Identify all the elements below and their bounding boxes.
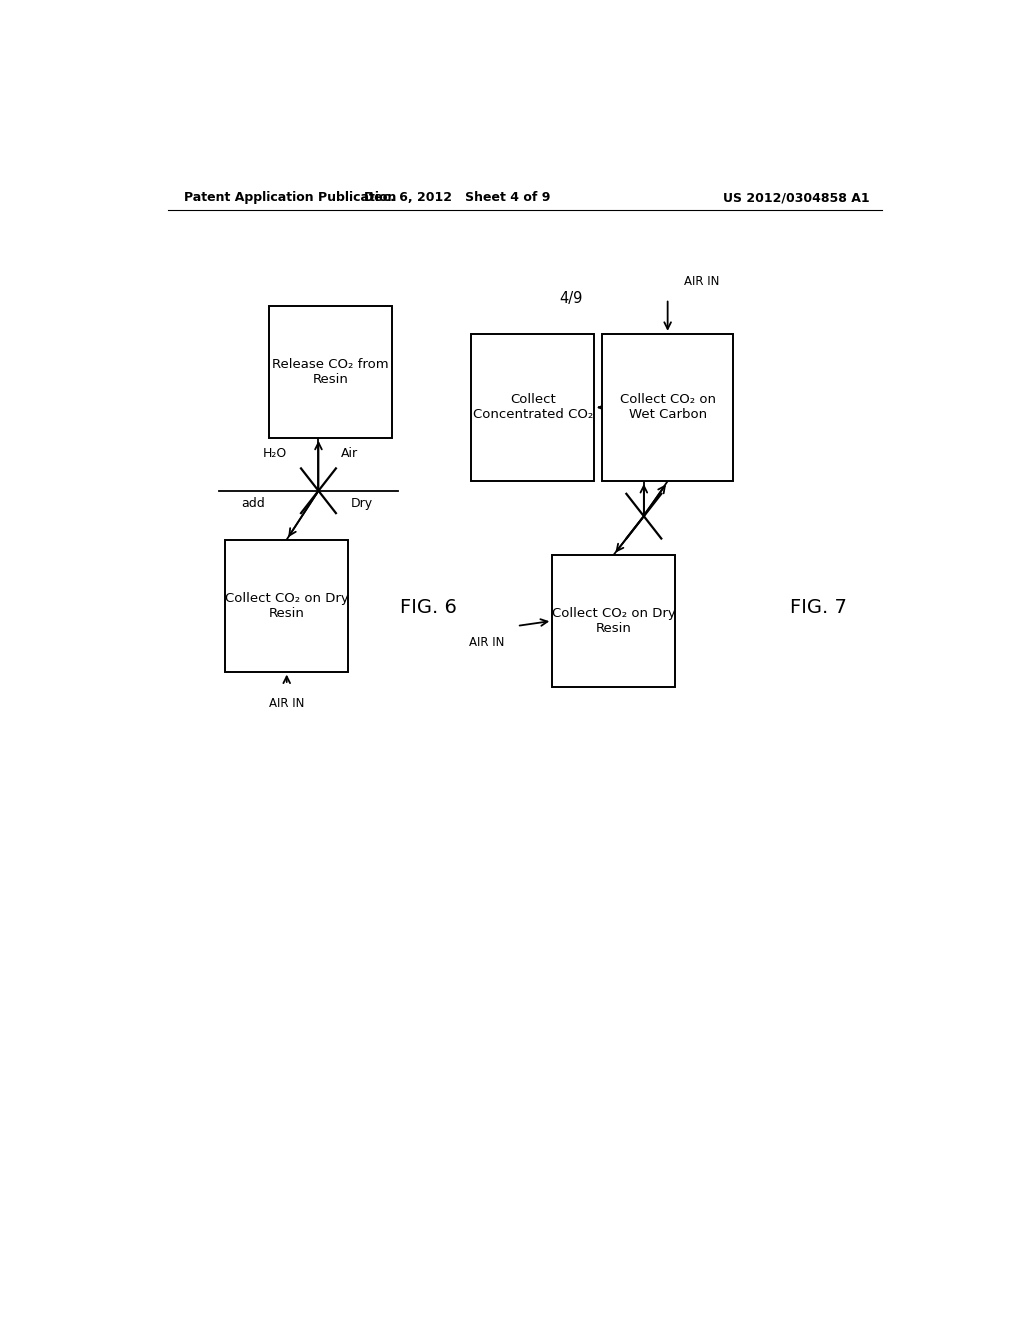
Text: Collect CO₂ on
Wet Carbon: Collect CO₂ on Wet Carbon — [620, 393, 716, 421]
Text: FIG. 7: FIG. 7 — [790, 598, 847, 618]
Text: FIG. 6: FIG. 6 — [399, 598, 457, 618]
Text: Collect CO₂ on Dry
Resin: Collect CO₂ on Dry Resin — [552, 607, 676, 635]
Text: Air: Air — [341, 446, 357, 459]
Bar — [225, 540, 348, 672]
Text: AIR IN: AIR IN — [269, 697, 304, 710]
Bar — [602, 334, 733, 480]
Text: US 2012/0304858 A1: US 2012/0304858 A1 — [723, 191, 870, 205]
Text: Release CO₂ from
Resin: Release CO₂ from Resin — [272, 358, 389, 385]
Text: Dry: Dry — [351, 498, 373, 511]
Text: H₂O: H₂O — [262, 446, 287, 459]
Text: add: add — [242, 498, 265, 511]
Text: Dec. 6, 2012   Sheet 4 of 9: Dec. 6, 2012 Sheet 4 of 9 — [365, 191, 551, 205]
Text: Collect CO₂ on Dry
Resin: Collect CO₂ on Dry Resin — [225, 591, 348, 619]
Bar — [269, 306, 392, 438]
Text: 4/9: 4/9 — [559, 292, 583, 306]
Bar — [471, 334, 594, 480]
Text: Collect
Concentrated CO₂: Collect Concentrated CO₂ — [473, 393, 593, 421]
Bar — [552, 554, 675, 686]
Text: AIR IN: AIR IN — [684, 276, 719, 289]
Text: Patent Application Publication: Patent Application Publication — [183, 191, 396, 205]
Text: AIR IN: AIR IN — [469, 636, 504, 649]
